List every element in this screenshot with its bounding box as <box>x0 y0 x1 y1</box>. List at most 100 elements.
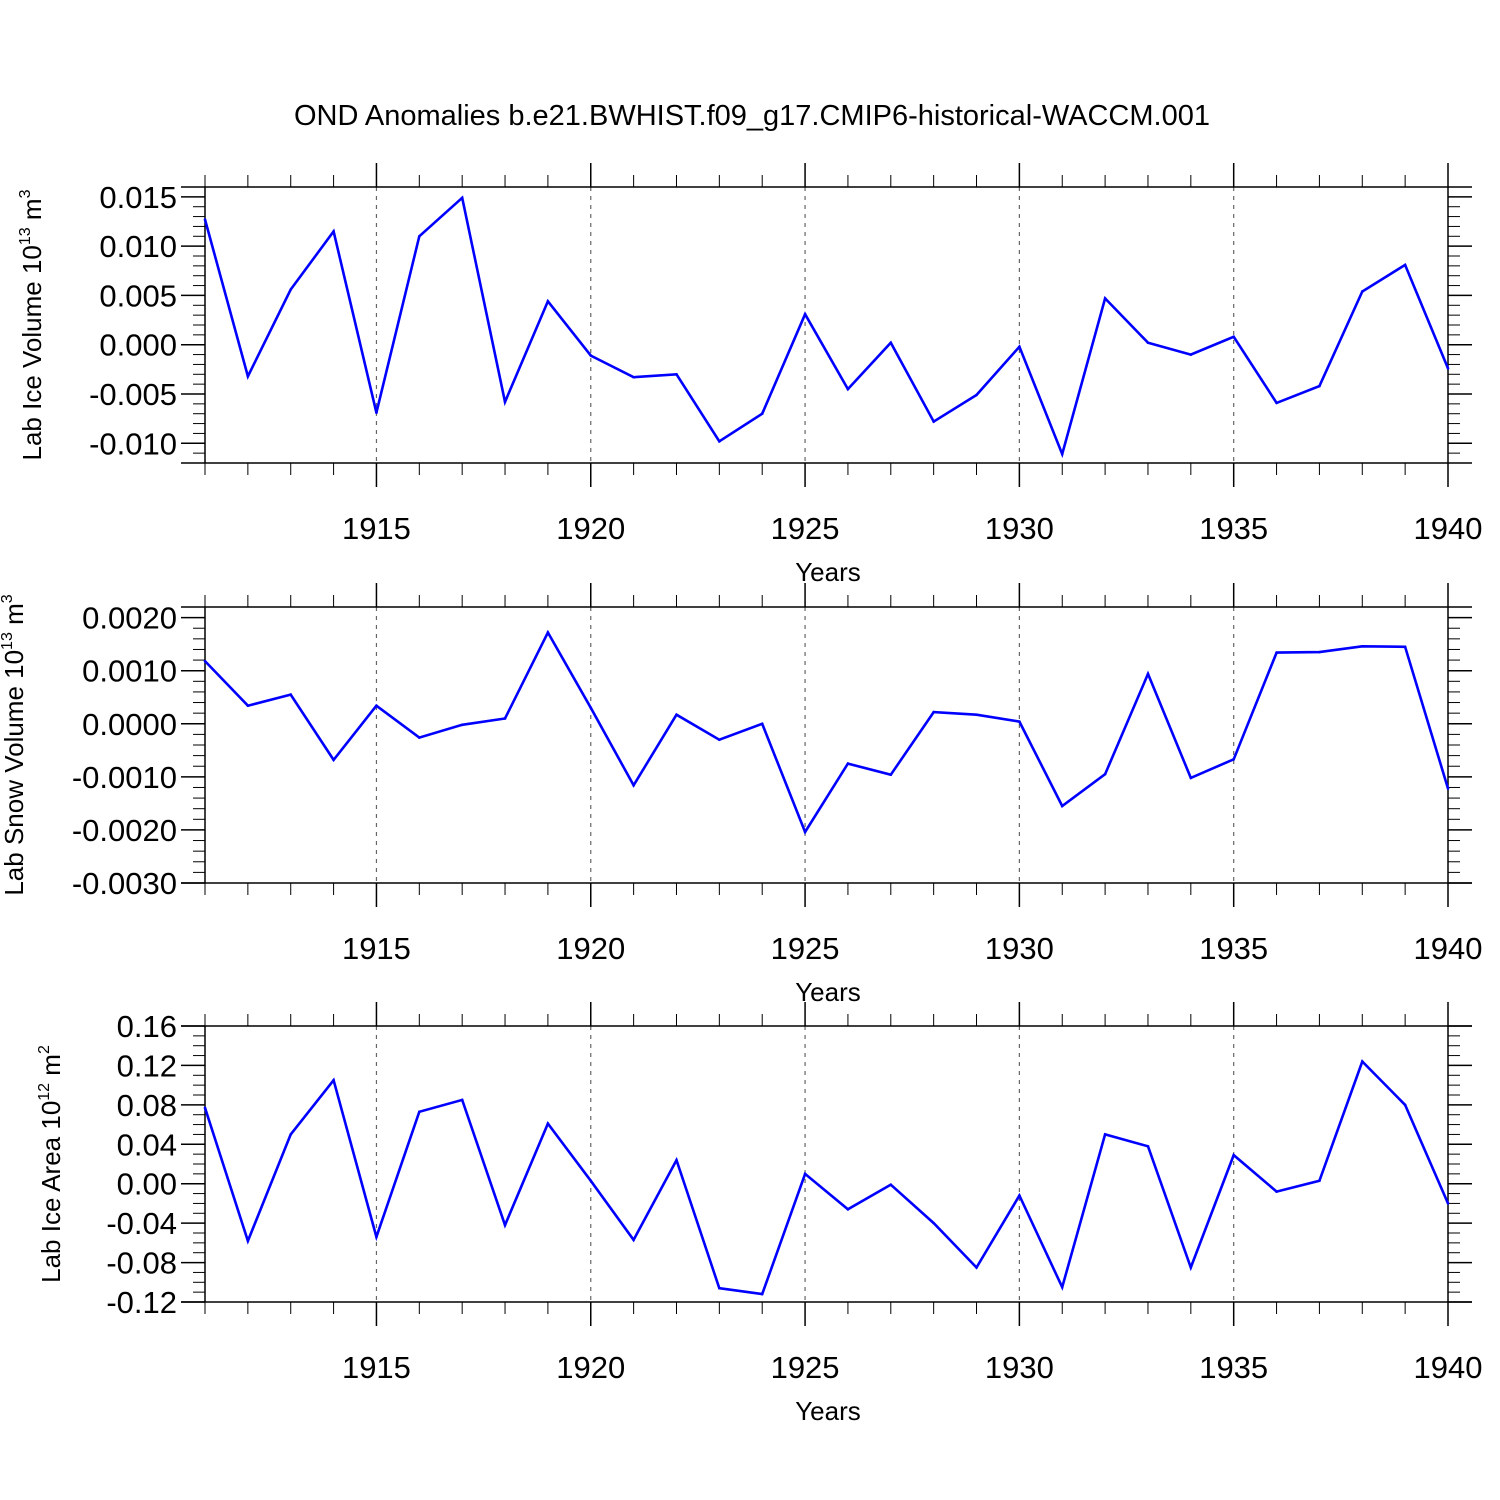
data-point <box>546 1122 550 1125</box>
data-point <box>975 1266 978 1269</box>
data-point <box>1189 776 1193 780</box>
y-tick-label: 0.010 <box>99 229 177 264</box>
data-point <box>975 393 978 397</box>
data-point <box>1146 341 1150 345</box>
series-line <box>203 1059 1450 1296</box>
data-point <box>1446 367 1450 370</box>
y-tick-label: 0.0010 <box>82 654 177 689</box>
x-tick-label: 1930 <box>985 511 1054 546</box>
data-point <box>803 1172 807 1176</box>
data-point <box>846 387 850 391</box>
data-point <box>760 412 764 416</box>
data-point <box>332 758 335 762</box>
data-point <box>332 230 335 233</box>
x-tick-label: 1940 <box>1414 511 1483 546</box>
y-axis-label: Lab Snow Volume 1013 m3 <box>0 594 29 895</box>
data-point <box>460 1098 464 1102</box>
data-point <box>1275 651 1278 654</box>
data-point <box>889 1183 893 1186</box>
x-tick-label: 1915 <box>342 511 411 546</box>
panels: -0.010 -0.005 0.000 0.005 0.010 0.015 1915 1920… <box>0 163 1482 1426</box>
data-point <box>375 704 378 708</box>
figure-title: OND Anomalies b.e21.BWHIST.f09_g17.CMIP6… <box>294 100 1210 132</box>
data-point <box>418 1110 421 1114</box>
data-point <box>203 659 207 663</box>
y-tick-label: 0.12 <box>117 1048 177 1083</box>
data-point <box>1446 787 1450 790</box>
x-tick-label: 1920 <box>556 931 625 966</box>
data-point <box>1403 1103 1407 1107</box>
data-point <box>1146 672 1150 676</box>
plot-frame <box>204 186 1449 464</box>
y-axis-label: Lab Ice Volume 1013 m3 <box>17 189 47 460</box>
data-point <box>1018 345 1021 348</box>
y-tick-label: -0.04 <box>106 1206 177 1241</box>
x-tick-label: 1935 <box>1199 931 1268 966</box>
data-point <box>675 372 678 376</box>
data-point <box>1360 290 1364 293</box>
data-point <box>1318 384 1321 388</box>
data-point <box>1060 804 1064 808</box>
data-point <box>1018 720 1021 723</box>
data-point <box>932 420 935 423</box>
data-point <box>1103 297 1107 300</box>
x-axis-label: Years <box>795 557 861 587</box>
x-tick-label: 1940 <box>1414 931 1483 966</box>
y-tick-label: 0.04 <box>117 1127 177 1162</box>
data-point <box>589 1179 593 1183</box>
data-point <box>460 196 464 200</box>
y-tick-label: -0.010 <box>89 426 177 461</box>
data-point <box>1318 650 1321 654</box>
x-tick-label: 1925 <box>771 1350 840 1385</box>
chart-panel-2: -0.0030 -0.0020 -0.0010 0.0000 0.0010 0.0020 1… <box>0 583 1482 1007</box>
data-point <box>589 706 593 710</box>
data-point <box>203 1106 207 1110</box>
data-point <box>1146 1144 1150 1148</box>
y-tick-label: -0.0030 <box>72 866 177 901</box>
y-tick-label: 0.00 <box>117 1167 177 1202</box>
y-tick-label: 0.08 <box>117 1088 177 1123</box>
data-point <box>975 713 978 717</box>
data-point <box>1275 1190 1278 1193</box>
data-point <box>1232 758 1235 761</box>
data-point <box>246 1239 250 1243</box>
y-tick-label: -0.0020 <box>72 813 177 848</box>
data-point <box>718 738 721 741</box>
data-point <box>1232 1153 1235 1157</box>
data-point <box>503 400 507 404</box>
series-line <box>203 195 1450 459</box>
x-tick-label: 1915 <box>342 1350 411 1385</box>
x-tick-label: 1935 <box>1199 1350 1268 1385</box>
x-axis-label: Years <box>795 1396 861 1426</box>
data-point <box>1318 1179 1321 1183</box>
data-point <box>803 830 807 834</box>
data-point <box>1103 772 1107 776</box>
data-point <box>760 1292 764 1296</box>
x-tick-label: 1930 <box>985 1350 1054 1385</box>
data-point <box>632 1238 635 1242</box>
x-tick-label: 1925 <box>771 511 840 546</box>
y-tick-label: -0.0010 <box>72 760 177 795</box>
data-point <box>332 1078 335 1082</box>
data-point <box>889 773 893 777</box>
data-point <box>289 1133 293 1136</box>
plot-frame <box>204 606 1449 884</box>
y-tick-label: 0.015 <box>99 180 177 215</box>
data-point <box>1189 1266 1193 1269</box>
data-point <box>889 341 893 345</box>
data-point <box>418 736 421 739</box>
data-point <box>760 722 764 726</box>
y-axis-label: Lab Ice Area 1012 m2 <box>36 1045 66 1283</box>
data-point <box>1189 353 1193 356</box>
x-tick-label: 1915 <box>342 931 411 966</box>
y-tick-label: -0.005 <box>89 377 177 412</box>
data-point <box>1360 1060 1364 1063</box>
series-line <box>204 629 1450 835</box>
data-point <box>1060 452 1064 456</box>
data-point <box>1103 1133 1107 1136</box>
data-point <box>632 784 635 787</box>
data-point <box>846 762 850 765</box>
x-tick-label: 1930 <box>985 931 1054 966</box>
data-point <box>932 1221 935 1225</box>
data-point <box>1018 1194 1021 1197</box>
